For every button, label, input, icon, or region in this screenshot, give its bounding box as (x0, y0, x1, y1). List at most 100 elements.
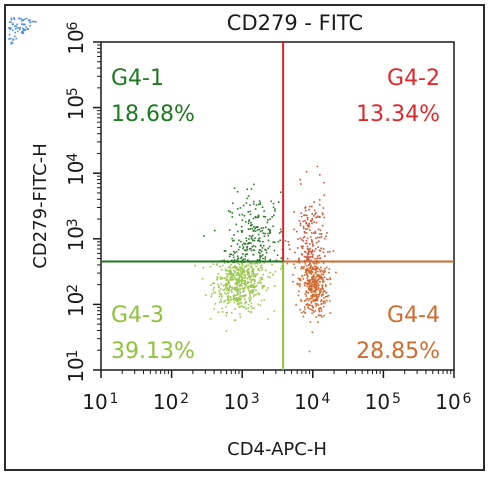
event-dot (268, 245, 271, 248)
event-dot (314, 232, 317, 234)
event-dot (234, 265, 237, 268)
event-dot (319, 216, 321, 218)
event-dot (216, 263, 219, 265)
quadrant-percent: 28.85% (356, 339, 440, 364)
event-dot (237, 262, 239, 265)
event-dot (250, 284, 253, 287)
event-dot (309, 289, 312, 291)
event-dot (229, 271, 231, 274)
event-dot (260, 255, 263, 257)
event-dot (258, 269, 261, 272)
event-dot (324, 255, 326, 257)
event-dot (235, 299, 237, 301)
event-dot (320, 300, 322, 303)
event-dot (319, 276, 321, 279)
event-dot (317, 295, 320, 297)
event-dot (243, 271, 246, 273)
event-dot (220, 283, 222, 285)
event-dot (317, 274, 320, 277)
event-dot (244, 306, 246, 309)
event-dot (299, 299, 302, 301)
event-dot (307, 282, 309, 284)
event-dot (311, 293, 314, 296)
logo-dot (25, 17, 28, 20)
logo-dot (8, 27, 10, 29)
event-dot (202, 266, 205, 269)
x-tick-label: 10 (153, 390, 178, 414)
event-dot (314, 294, 317, 297)
event-dot (259, 257, 261, 259)
logo-dot (20, 20, 23, 22)
event-dot (233, 319, 236, 321)
event-dot (242, 291, 244, 293)
event-dot (225, 330, 228, 332)
logo-dot (13, 18, 15, 20)
event-dot (306, 252, 309, 255)
event-dot (251, 273, 253, 275)
event-dot (313, 263, 316, 265)
event-dot (317, 261, 320, 264)
logo-dot (22, 23, 24, 26)
event-dot (308, 289, 311, 291)
event-dot (315, 297, 318, 300)
logo-dot (19, 26, 21, 29)
event-dot (315, 216, 317, 219)
event-dot (255, 289, 257, 291)
event-dot (316, 300, 318, 302)
event-dot (257, 233, 260, 236)
logo-dot (14, 28, 17, 30)
event-dot (226, 289, 228, 292)
event-dot (244, 253, 247, 256)
event-dot (247, 242, 249, 245)
event-dot (321, 281, 324, 283)
event-dot (316, 299, 319, 301)
event-dot (254, 208, 257, 210)
event-dot (300, 212, 302, 214)
event-dot (255, 293, 257, 296)
event-dot (252, 273, 255, 275)
event-dot (247, 307, 249, 309)
event-dot (325, 284, 327, 286)
event-dot (237, 301, 240, 303)
event-dot (241, 259, 244, 261)
event-dot (323, 272, 325, 274)
event-dot (241, 305, 244, 307)
event-dot (267, 228, 270, 231)
quadrant-gates[interactable] (101, 42, 454, 370)
event-dot (247, 259, 249, 261)
event-dot (261, 247, 264, 249)
event-dot (305, 282, 308, 285)
event-dot (259, 202, 262, 204)
event-dot (245, 283, 247, 286)
event-dot (320, 298, 323, 301)
event-dot (259, 279, 261, 281)
event-dot (219, 276, 222, 278)
logo-dot (22, 19, 24, 21)
event-dot (299, 308, 301, 311)
event-dot (316, 280, 319, 282)
event-dot (245, 264, 248, 267)
event-dot (232, 256, 235, 259)
event-dot (325, 235, 327, 238)
event-dot (257, 215, 260, 217)
x-tick-label: 10 (82, 390, 107, 414)
event-dot (236, 292, 239, 294)
event-dot (317, 296, 319, 299)
event-dot (260, 250, 263, 253)
event-dot (241, 265, 244, 267)
event-dot (280, 257, 283, 259)
x-tick-exponent: 5 (392, 391, 401, 407)
event-dot (305, 290, 308, 292)
event-dot (246, 247, 248, 249)
event-dot (252, 249, 255, 251)
event-dot (307, 283, 310, 285)
event-dot (324, 290, 326, 292)
event-dot (225, 284, 228, 286)
event-dot (231, 276, 233, 279)
logo-dot (9, 27, 11, 30)
event-dot (214, 229, 216, 232)
event-dot (214, 303, 217, 305)
event-dot (304, 293, 307, 295)
event-dot (262, 240, 264, 243)
x-tick-exponent: 6 (463, 391, 472, 407)
